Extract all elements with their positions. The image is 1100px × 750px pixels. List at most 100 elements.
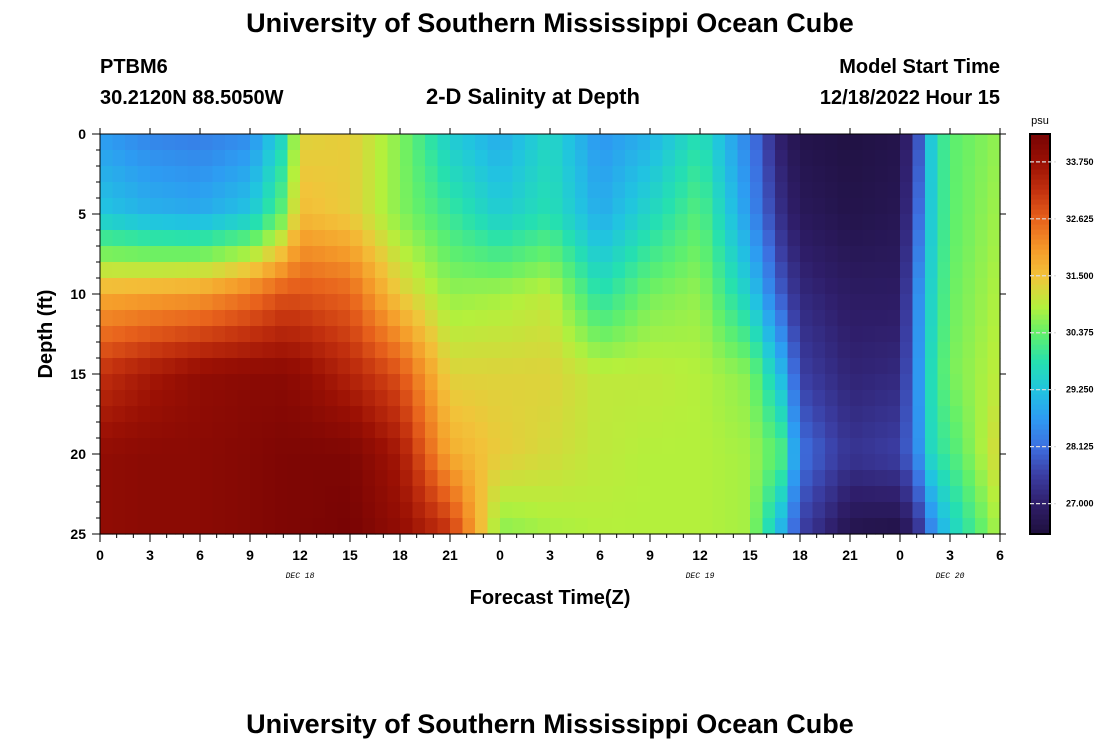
heatmap-cell — [562, 182, 576, 199]
heatmap-cell — [287, 438, 301, 455]
heatmap-cell — [925, 486, 939, 503]
heatmap-cell — [375, 310, 389, 327]
heatmap-cell — [662, 438, 676, 455]
colorbar-segment — [1030, 469, 1050, 475]
heatmap-cell — [775, 454, 789, 471]
heatmap-cell — [212, 422, 226, 439]
colorbar-segment — [1030, 189, 1050, 195]
heatmap-cell — [550, 310, 564, 327]
heatmap-cell — [987, 406, 1001, 423]
heatmap-cell — [662, 182, 676, 199]
heatmap-cell — [312, 518, 326, 535]
heatmap-cell — [525, 486, 539, 503]
heatmap-cell — [837, 518, 851, 535]
heatmap-cell — [487, 406, 501, 423]
heatmap-cell — [950, 150, 964, 167]
heatmap-cell — [312, 150, 326, 167]
heatmap-cell — [350, 134, 364, 151]
heatmap-cell — [962, 438, 976, 455]
heatmap-cell — [925, 182, 939, 199]
colorbar-segment — [1030, 299, 1050, 305]
heatmap-cell — [587, 438, 601, 455]
heatmap-cell — [337, 486, 351, 503]
heatmap-cell — [325, 422, 339, 439]
heatmap-cell — [762, 502, 776, 519]
heatmap-cell — [962, 374, 976, 391]
heatmap-cell — [975, 486, 989, 503]
heatmap-cell — [425, 182, 439, 199]
heatmap-cell — [912, 278, 926, 295]
heatmap-cell — [562, 422, 576, 439]
heatmap-cell — [987, 198, 1001, 215]
heatmap-cell — [725, 182, 739, 199]
heatmap-cell — [362, 262, 376, 279]
heatmap-cell — [262, 198, 276, 215]
heatmap-cell — [762, 134, 776, 151]
heatmap-cell — [712, 230, 726, 247]
colorbar-segment — [1030, 279, 1050, 285]
heatmap-cell — [837, 406, 851, 423]
heatmap-cell — [362, 214, 376, 231]
heatmap-cell — [662, 246, 676, 263]
heatmap-cell — [887, 166, 901, 183]
heatmap-cell — [675, 134, 689, 151]
heatmap-cell — [987, 230, 1001, 247]
heatmap-cell — [987, 214, 1001, 231]
heatmap-cell — [887, 278, 901, 295]
heatmap-cell — [700, 486, 714, 503]
heatmap-cell — [662, 486, 676, 503]
heatmap-cell — [687, 182, 701, 199]
heatmap-cell — [762, 422, 776, 439]
heatmap-cell — [812, 310, 826, 327]
heatmap-cell — [612, 246, 626, 263]
heatmap-cell — [350, 182, 364, 199]
heatmap-cell — [350, 214, 364, 231]
heatmap-cell — [125, 150, 139, 167]
heatmap-cell — [525, 390, 539, 407]
heatmap-cell — [837, 486, 851, 503]
heatmap-cell — [162, 470, 176, 487]
heatmap-cell — [925, 198, 939, 215]
y-tick-label: 10 — [70, 286, 86, 302]
heatmap-cell — [200, 358, 214, 375]
heatmap-cell — [500, 422, 514, 439]
heatmap-cell — [462, 198, 476, 215]
heatmap-cell — [400, 518, 414, 535]
heatmap-cell — [250, 262, 264, 279]
heatmap-cell — [850, 374, 864, 391]
heatmap-cell — [700, 246, 714, 263]
heatmap-cell — [550, 230, 564, 247]
heatmap-cell — [662, 262, 676, 279]
heatmap-cell — [637, 278, 651, 295]
heatmap-cell — [550, 470, 564, 487]
heatmap-cell — [462, 230, 476, 247]
heatmap-cell — [900, 486, 914, 503]
heatmap-cell — [600, 486, 614, 503]
heatmap-cell — [600, 342, 614, 359]
heatmap-cell — [237, 486, 251, 503]
heatmap-cell — [400, 406, 414, 423]
heatmap-cell — [575, 358, 589, 375]
heatmap-cell — [825, 390, 839, 407]
heatmap-cell — [225, 198, 239, 215]
y-axis-title: Depth (ft) — [35, 290, 57, 379]
heatmap-cell — [262, 310, 276, 327]
heatmap-cell — [600, 278, 614, 295]
heatmap-cell — [112, 406, 126, 423]
heatmap-cell — [987, 166, 1001, 183]
heatmap-cell — [437, 214, 451, 231]
heatmap-cell — [350, 470, 364, 487]
heatmap-cell — [575, 470, 589, 487]
heatmap-cell — [100, 502, 114, 519]
heatmap-cell — [275, 166, 289, 183]
heatmap-cell — [687, 246, 701, 263]
heatmap-cell — [212, 326, 226, 343]
heatmap-cell — [800, 230, 814, 247]
heatmap-cell — [150, 518, 164, 535]
heatmap-cell — [937, 198, 951, 215]
heatmap-cell — [412, 294, 426, 311]
heatmap-cell — [150, 278, 164, 295]
heatmap-cell — [187, 278, 201, 295]
heatmap-cell — [625, 310, 639, 327]
colorbar-segment — [1030, 484, 1050, 490]
